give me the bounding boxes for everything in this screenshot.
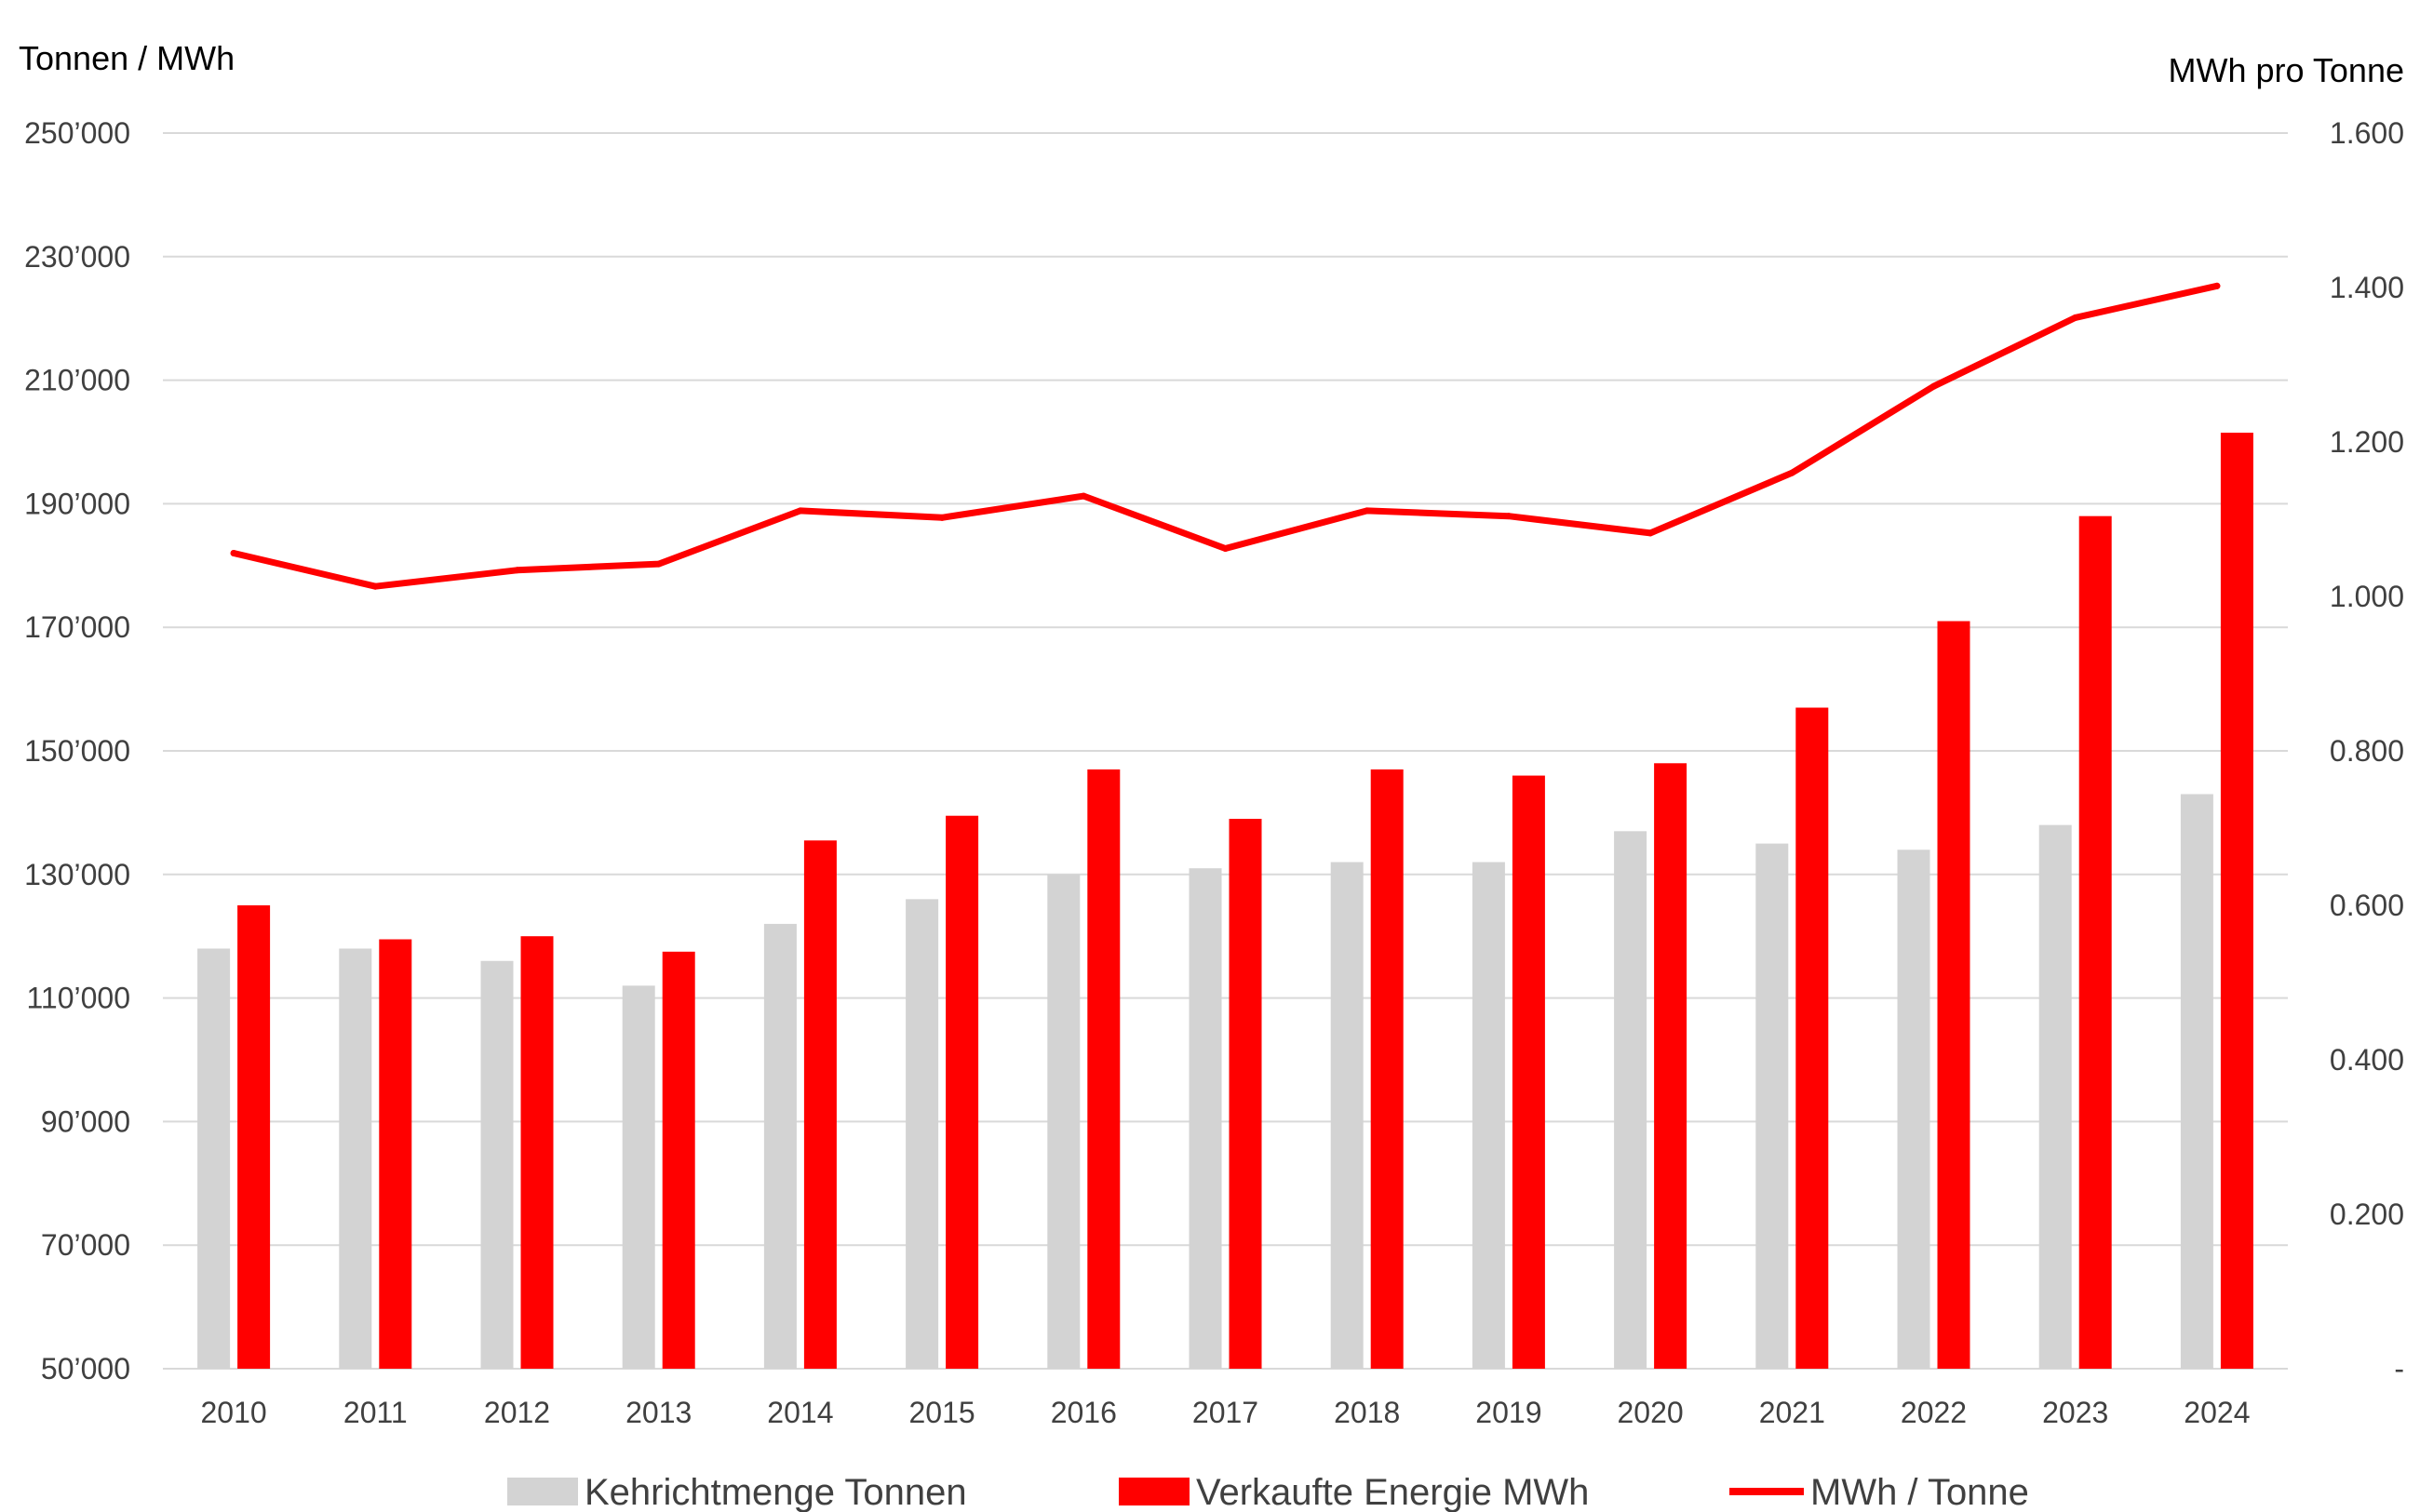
bar-series — [197, 433, 2253, 1369]
x-tick-label: 2013 — [625, 1396, 692, 1429]
line-point — [2072, 314, 2079, 321]
line-point — [1505, 513, 1512, 520]
x-tick-label: 2018 — [1334, 1396, 1400, 1429]
y-axis-left: 50’000 70’000 90’000 110’000 130’000 150’000 1… — [24, 116, 130, 1385]
y-tick-label-right: 1.000 — [2330, 580, 2404, 613]
y-tick-label-left: 170’000 — [24, 610, 130, 644]
y-tick-label-left: 110’000 — [26, 982, 130, 1015]
bar-kehrichtmenge — [622, 985, 655, 1369]
legend-item-mwh-per-tonne: MWh / Tonne — [1729, 1472, 2029, 1512]
bar-kehrichtmenge — [763, 923, 797, 1369]
line-point — [1080, 492, 1087, 500]
y-tick-label-left: 70’000 — [41, 1228, 130, 1262]
y-tick-label-left: 50’000 — [41, 1352, 130, 1385]
line-series — [230, 282, 2221, 590]
line-point — [655, 560, 663, 568]
bar-verkaufte-energie — [2078, 515, 2112, 1369]
bar-verkaufte-energie — [1512, 775, 1545, 1369]
bar-kehrichtmenge — [2038, 824, 2072, 1369]
x-tick-label: 2016 — [1051, 1396, 1117, 1429]
y-tick-label-right: 1.600 — [2330, 116, 2404, 150]
y-tick-label-right: 0.200 — [2330, 1198, 2404, 1231]
bar-verkaufte-energie — [1370, 769, 1404, 1369]
bar-kehrichtmenge — [197, 948, 231, 1369]
line-point — [1647, 529, 1654, 537]
legend-swatch-verkaufte-energie — [1119, 1478, 1190, 1505]
y-tick-label-right: 0.600 — [2330, 889, 2404, 922]
y-tick-label-right: 0.400 — [2330, 1043, 2404, 1077]
bar-verkaufte-energie — [237, 905, 271, 1369]
x-tick-label: 2020 — [1618, 1396, 1684, 1429]
bar-verkaufte-energie — [1937, 621, 1970, 1369]
bar-kehrichtmenge — [1755, 843, 1789, 1369]
legend: Kehrichtmenge Tonnen Verkaufte Energie M… — [507, 1472, 2029, 1512]
legend-item-kehrichtmenge: Kehrichtmenge Tonnen — [507, 1472, 967, 1512]
x-tick-label: 2015 — [909, 1396, 975, 1429]
x-tick-label: 2012 — [484, 1396, 550, 1429]
bar-kehrichtmenge — [1189, 868, 1222, 1369]
y-tick-label-left: 190’000 — [24, 487, 130, 520]
gridlines — [163, 132, 2288, 1370]
y-tick-label-left: 90’000 — [41, 1104, 130, 1138]
x-tick-label: 2017 — [1192, 1396, 1258, 1429]
line-point — [938, 514, 946, 521]
line-point — [371, 582, 379, 590]
line-point — [1222, 545, 1229, 553]
line-point — [1788, 469, 1795, 476]
line-point — [514, 567, 520, 574]
legend-item-verkaufte-energie: Verkaufte Energie MWh — [1119, 1472, 1589, 1512]
y-axis-right: - 0.200 0.400 0.600 0.800 1.000 1.200 1.400 1.60… — [2330, 116, 2404, 1385]
bar-kehrichtmenge — [1330, 862, 1364, 1369]
y-axis-title-left: Tonnen / MWh — [19, 39, 235, 77]
bar-kehrichtmenge — [906, 899, 939, 1369]
x-tick-label: 2023 — [2042, 1396, 2108, 1429]
y-tick-label-right: 1.200 — [2330, 425, 2404, 459]
bar-kehrichtmenge — [480, 960, 514, 1369]
x-tick-label: 2014 — [767, 1396, 833, 1429]
bar-verkaufte-energie — [1229, 819, 1262, 1369]
line-mwh-per-tonne — [230, 282, 2221, 590]
legend-label-mwh-per-tonne: MWh / Tonne — [1810, 1472, 2029, 1512]
bar-verkaufte-energie — [520, 936, 554, 1369]
x-tick-label: 2022 — [1901, 1396, 1967, 1429]
y-tick-label-right: 0.800 — [2330, 734, 2404, 768]
legend-label-verkaufte-energie: Verkaufte Energie MWh — [1196, 1472, 1589, 1512]
line-point — [2213, 282, 2221, 289]
bar-kehrichtmenge — [2180, 794, 2213, 1369]
line-point — [797, 507, 804, 515]
line-point — [230, 550, 237, 557]
legend-swatch-kehrichtmenge — [507, 1478, 578, 1505]
line-point — [1930, 382, 1937, 390]
x-tick-label: 2021 — [1759, 1396, 1825, 1429]
x-axis: 2010 2011 2012 2013 2014 2015 2016 2017 2018 2019… — [201, 1396, 2251, 1429]
y-tick-label-left: 210’000 — [24, 364, 130, 397]
y-tick-label-left: 230’000 — [24, 240, 130, 274]
bar-verkaufte-energie — [946, 815, 979, 1369]
bar-verkaufte-energie — [803, 840, 837, 1369]
y-tick-label-right: 1.400 — [2330, 271, 2404, 304]
bar-kehrichtmenge — [1614, 831, 1647, 1369]
y-tick-label-left: 130’000 — [24, 858, 130, 891]
bar-verkaufte-energie — [1654, 763, 1687, 1369]
bar-verkaufte-energie — [2220, 433, 2253, 1369]
x-tick-label: 2019 — [1475, 1396, 1541, 1429]
x-tick-label: 2024 — [2184, 1396, 2250, 1429]
bar-verkaufte-energie — [662, 951, 695, 1369]
legend-label-kehrichtmenge: Kehrichtmenge Tonnen — [585, 1472, 967, 1512]
bar-kehrichtmenge — [1472, 862, 1505, 1369]
y-tick-label-left: 250’000 — [24, 116, 130, 150]
x-tick-label: 2011 — [343, 1396, 408, 1429]
bar-kehrichtmenge — [339, 948, 372, 1369]
line-point — [1364, 507, 1371, 515]
y-tick-label-left: 150’000 — [24, 734, 130, 768]
bar-kehrichtmenge — [1897, 850, 1930, 1369]
y-axis-title-right: MWh pro Tonne — [2169, 51, 2404, 89]
y-tick-label-right: - — [2394, 1352, 2404, 1385]
bar-kehrichtmenge — [1047, 874, 1081, 1369]
bar-verkaufte-energie — [1795, 707, 1829, 1369]
x-tick-label: 2010 — [201, 1396, 267, 1429]
bar-verkaufte-energie — [1087, 769, 1121, 1369]
bar-verkaufte-energie — [379, 939, 412, 1369]
